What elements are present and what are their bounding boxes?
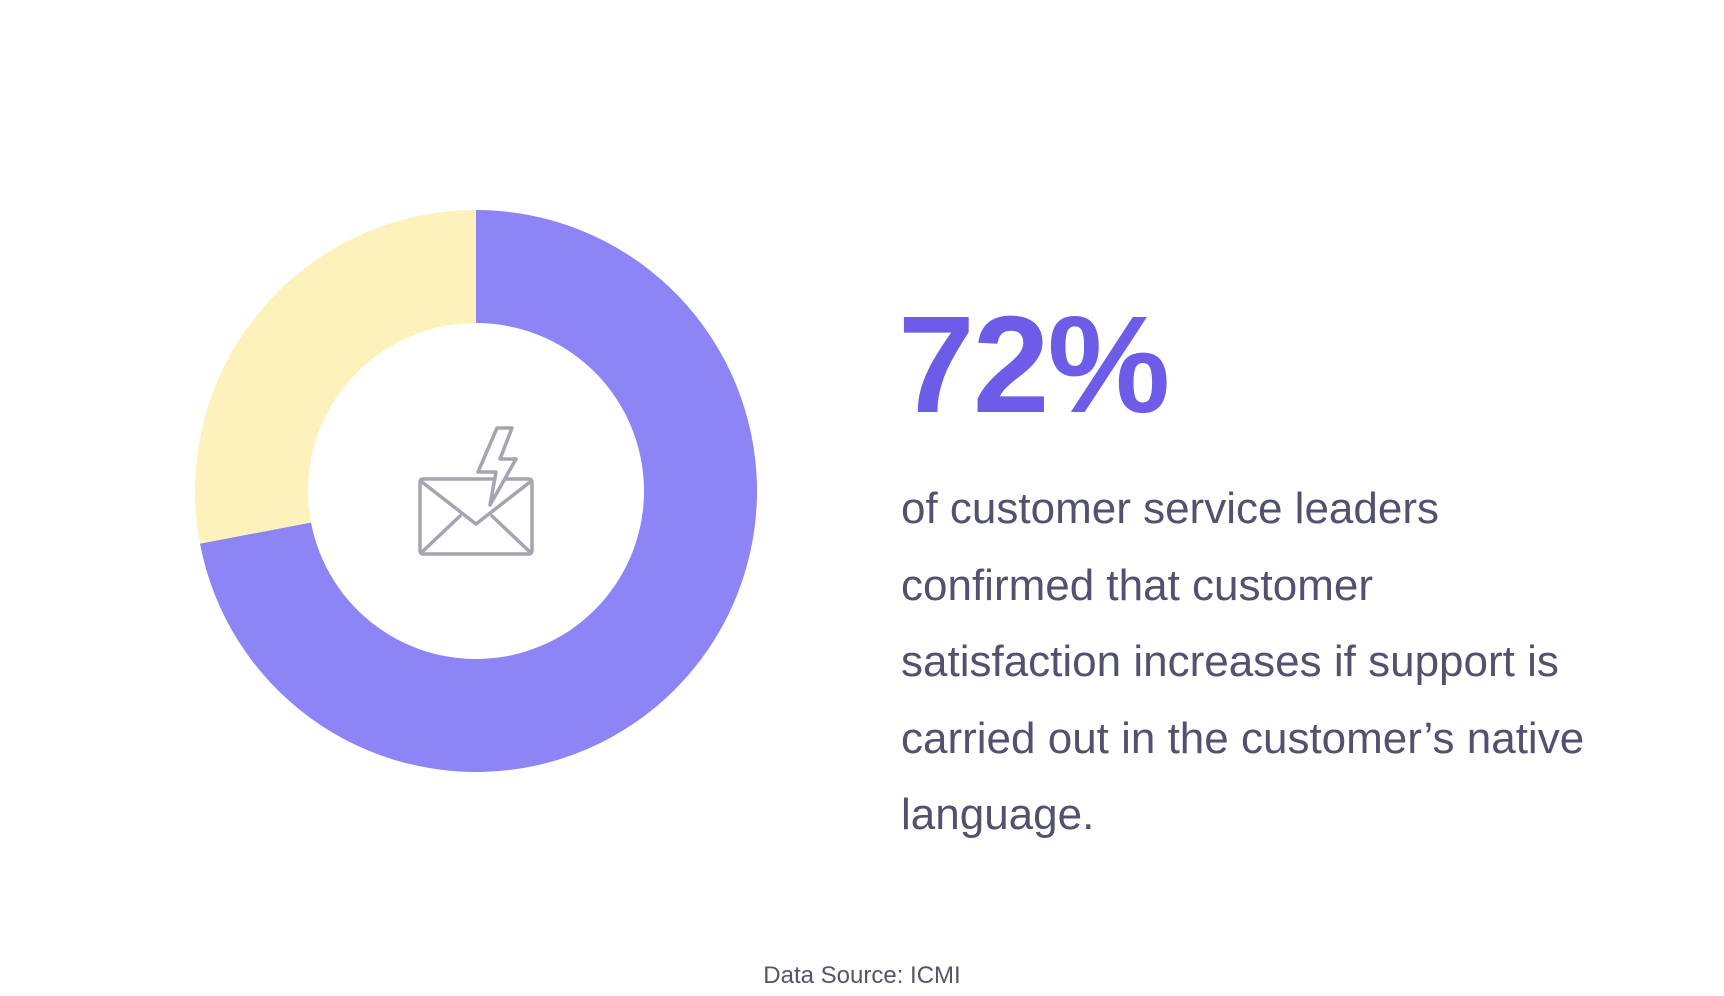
description-line: of customer service leaders [901,484,1439,533]
donut-slice-0 [199,210,758,772]
stat-value: 72% [898,288,1170,442]
donut-slices [194,210,758,772]
description-line: satisfaction increases if support is [901,637,1559,686]
envelope-fold-left [420,514,462,554]
lightning-bolt-icon [476,426,518,507]
data-source: Data Source: ICMI [763,962,961,989]
email-lightning-icon [418,426,534,556]
envelope-flap [420,480,532,526]
description-line: language. [901,790,1095,839]
donut-slice-1 [194,210,476,544]
description-line: carried out in the customer’s native [901,713,1585,763]
envelope-icon [418,477,534,556]
envelope-fold-right [490,514,532,554]
stat-description: of customer service leaders confirmed th… [901,471,1691,854]
description-line: confirmed that customer [901,560,1373,610]
